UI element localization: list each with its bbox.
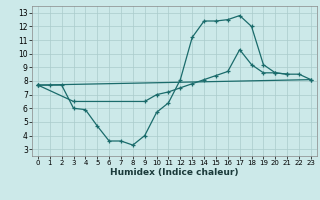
X-axis label: Humidex (Indice chaleur): Humidex (Indice chaleur) xyxy=(110,168,239,177)
